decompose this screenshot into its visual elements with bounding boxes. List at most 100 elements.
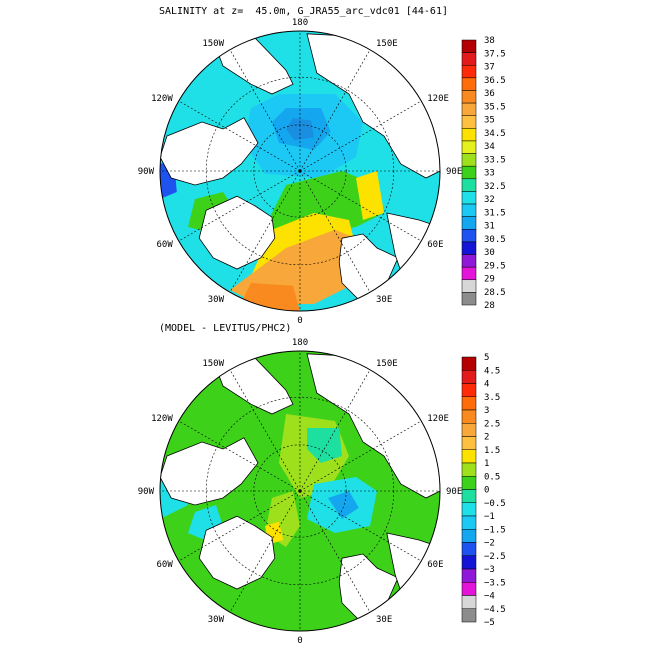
map-border bbox=[159, 30, 441, 312]
colorbar-swatch bbox=[461, 203, 477, 217]
colorbar-label: 0 bbox=[484, 486, 489, 496]
colorbar-label: 31 bbox=[484, 222, 495, 232]
lon-label-tl: 150W bbox=[202, 359, 224, 369]
colorbar-label: 3.5 bbox=[484, 393, 500, 403]
colorbar-label: −0.5 bbox=[484, 499, 506, 509]
colorbar-swatch bbox=[461, 216, 477, 230]
meridian-line bbox=[229, 49, 301, 172]
colorbar-label: 30.5 bbox=[484, 235, 506, 245]
colorbar-label: 28.5 bbox=[484, 288, 506, 298]
colorbar-label: −2.5 bbox=[484, 552, 506, 562]
colorbar-swatch bbox=[461, 595, 477, 609]
colorbar-swatch bbox=[461, 52, 477, 66]
colorbar-label: 32.5 bbox=[484, 182, 506, 192]
meridian-line bbox=[178, 420, 301, 492]
colorbar-label: −3.5 bbox=[484, 578, 506, 588]
colorbar-label: 29.5 bbox=[484, 261, 506, 271]
map-panel-0: 180 0 90W 90E 150W 150E 120W 120E 60W 60E 30W 30E 38… bbox=[138, 18, 506, 326]
colorbar-label: 34 bbox=[484, 142, 495, 152]
colorbar-swatch bbox=[461, 462, 477, 477]
colorbar-swatch bbox=[461, 279, 477, 293]
lon-label-lr: 60E bbox=[427, 240, 443, 250]
top-panel-title: SALINITY at z= 45.0m, G_JRA55_arc_vdc01 … bbox=[159, 6, 448, 17]
colorbar-label: 3 bbox=[484, 406, 489, 416]
meridian-line bbox=[299, 490, 371, 613]
kara-yellow bbox=[356, 171, 384, 220]
colorbar-label: 30 bbox=[484, 248, 495, 258]
lon-label-bl: 30W bbox=[208, 615, 225, 625]
colorbar-label: −1 bbox=[484, 512, 495, 522]
colorbar-swatch bbox=[461, 582, 477, 596]
colorbar-swatch bbox=[461, 356, 477, 371]
colorbar-swatch bbox=[461, 102, 477, 116]
lon-label-ur: 120E bbox=[427, 94, 449, 104]
colorbar-label: 1 bbox=[484, 459, 489, 469]
meridian-line bbox=[229, 490, 301, 613]
meridian-line bbox=[299, 420, 422, 492]
latitude-circle bbox=[253, 124, 347, 218]
latitude-circle bbox=[253, 444, 347, 538]
colorbar-label: 4 bbox=[484, 380, 489, 390]
meridian-line bbox=[178, 490, 301, 562]
colorbar-label: 29 bbox=[484, 275, 495, 285]
colorbar-swatch bbox=[461, 542, 477, 556]
colorbar-swatch bbox=[461, 436, 477, 450]
map-border bbox=[159, 350, 441, 632]
colorbar-swatch bbox=[461, 409, 477, 424]
latitude-circle bbox=[205, 396, 395, 586]
colorbar-swatch bbox=[461, 555, 477, 570]
colorbar-label: 28 bbox=[484, 301, 495, 311]
meridian-line bbox=[229, 369, 301, 492]
colorbar-swatch bbox=[461, 191, 477, 205]
colorbar-swatch bbox=[461, 515, 477, 530]
latitude-circle bbox=[205, 76, 395, 266]
colorbar-label: 2 bbox=[484, 433, 489, 443]
greenland-land bbox=[198, 195, 276, 270]
greenland-land bbox=[198, 515, 276, 590]
colorbar-swatch bbox=[461, 489, 477, 503]
lon-label-r: 90E bbox=[446, 167, 462, 177]
colorbar-label: 34.5 bbox=[484, 129, 506, 139]
colorbar-swatch bbox=[461, 608, 477, 623]
colorbar-swatch bbox=[461, 396, 477, 411]
colorbar-swatch bbox=[461, 77, 477, 91]
colorbar-label: 5 bbox=[484, 353, 489, 363]
colorbar-swatch bbox=[461, 292, 477, 306]
graticule-0 bbox=[160, 31, 440, 311]
colorbar-swatch bbox=[461, 140, 477, 154]
bottom-panel-title: (MODEL - LEVITUS/PHC2) bbox=[159, 323, 292, 334]
meridian-line bbox=[299, 170, 422, 242]
colorbar-swatch bbox=[461, 115, 477, 129]
colorbar-swatch bbox=[461, 423, 477, 437]
colorbar-swatch bbox=[461, 165, 477, 180]
lon-label-bottom: 0 bbox=[297, 316, 302, 326]
basin-teal bbox=[307, 428, 342, 463]
colorbar-1: 5 4.5 4 3.5 3 2.5 2 1.5 1 0.5 0 −0.5 −1 −1.5 −2 −2.5 −3 −… bbox=[461, 353, 506, 628]
lon-label-top: 180 bbox=[292, 338, 308, 348]
lon-label-ul: 120W bbox=[151, 94, 173, 104]
colorbar-swatch bbox=[461, 39, 477, 53]
colorbar-swatch bbox=[461, 370, 477, 384]
lon-label-l: 90W bbox=[138, 487, 155, 497]
colorbar-0: 38 37.5 37 36.5 36 35.5 35 34.5 34 33.5 33 32.5 32 31… bbox=[461, 36, 506, 311]
colorbar-label: −1.5 bbox=[484, 525, 506, 535]
lon-label-bottom: 0 bbox=[297, 636, 302, 646]
lon-label-bl: 30W bbox=[208, 295, 225, 305]
colorbar-label: 33 bbox=[484, 169, 495, 179]
lon-label-top: 180 bbox=[292, 18, 308, 28]
lon-label-ll: 60W bbox=[156, 560, 173, 570]
colorbar-swatch bbox=[461, 241, 477, 255]
lon-label-ur: 120E bbox=[427, 414, 449, 424]
map-panel-1: 180 0 90W 90E 150W 150E 120W 120E 60W 60E 30W 30E 5 4… bbox=[138, 338, 506, 646]
colorbar-swatch bbox=[461, 153, 477, 167]
colorbar-label: 36 bbox=[484, 89, 495, 99]
colorbar-label: 38 bbox=[484, 36, 495, 46]
colorbar-label: 1.5 bbox=[484, 446, 500, 456]
colorbar-swatch bbox=[461, 502, 477, 517]
lon-label-ul: 120W bbox=[151, 414, 173, 424]
colorbar-label: −2 bbox=[484, 539, 495, 549]
lon-label-tr: 150E bbox=[376, 39, 398, 49]
colorbar-label: 0.5 bbox=[484, 472, 500, 482]
lon-label-tl: 150W bbox=[202, 39, 224, 49]
